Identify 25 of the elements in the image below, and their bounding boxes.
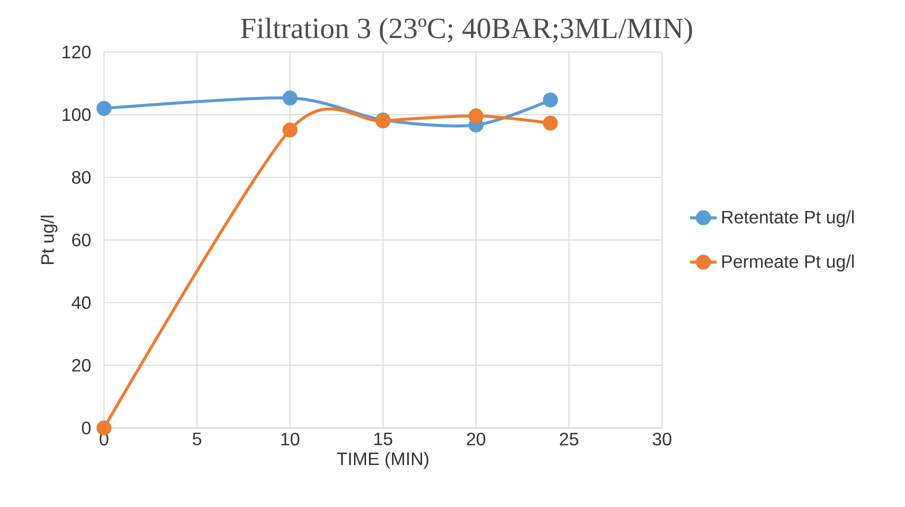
legend-label: Permeate Pt ug/l (722, 254, 854, 272)
x-tick-label: 30 (652, 432, 672, 446)
x-tick-label: 5 (192, 432, 202, 446)
y-tick-label: 0 (82, 422, 91, 434)
x-tick-label: 25 (560, 432, 578, 446)
y-tick-label: 120 (62, 46, 91, 58)
y-tick-label: 100 (62, 108, 91, 122)
point (96, 100, 112, 116)
x-tick-label: 20 (466, 432, 486, 446)
chart-title: Filtration 3 (23ºC; 40BAR;3ML/MIN) (240, 18, 692, 44)
y-tick-label: 20 (72, 358, 91, 372)
legend-label: Retentate Pt ug/l (722, 210, 854, 228)
y-tick-label: 60 (72, 234, 91, 246)
x-tick-label: 15 (374, 432, 392, 446)
y-axis-title: Pt ug/l (40, 216, 58, 264)
point (468, 108, 484, 124)
point (282, 122, 298, 138)
point (96, 420, 112, 436)
y-tick-label: 40 (72, 296, 91, 310)
point (282, 90, 298, 106)
point (542, 116, 558, 131)
x-tick-label: 10 (281, 432, 300, 446)
x-axis-title: TIME (MIN) (336, 452, 428, 469)
y-tick-label: 80 (72, 170, 91, 184)
point (542, 92, 558, 108)
